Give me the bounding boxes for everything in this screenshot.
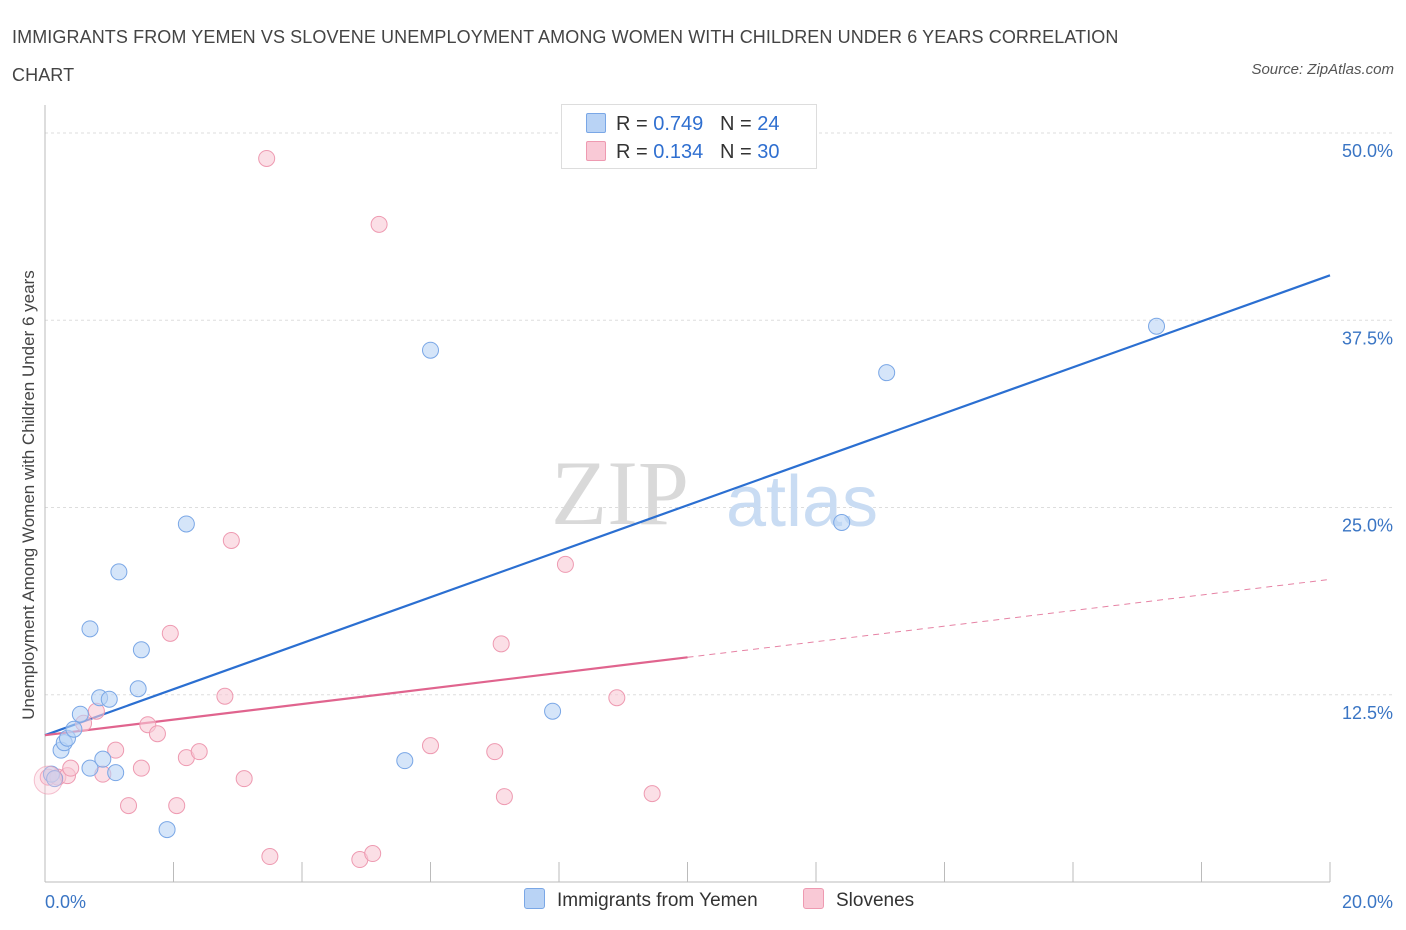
point-slovenes bbox=[107, 741, 125, 759]
point-slovenes bbox=[608, 689, 626, 707]
point-yemen bbox=[544, 702, 562, 720]
chart-title: IMMIGRANTS FROM YEMEN VS SLOVENE UNEMPLO… bbox=[12, 27, 1119, 85]
point-yemen bbox=[158, 821, 176, 839]
point-slovenes bbox=[235, 770, 253, 788]
point-slovenes bbox=[168, 797, 186, 815]
bottom-legend-swatch-blue bbox=[524, 888, 545, 909]
bottom-legend-label: Slovenes bbox=[836, 890, 915, 911]
point-slovenes bbox=[216, 687, 234, 705]
point-slovenes bbox=[132, 759, 150, 777]
point-yemen bbox=[177, 515, 195, 533]
point-yemen bbox=[81, 620, 99, 638]
point-yemen bbox=[833, 513, 851, 531]
legend-swatch-blue bbox=[586, 113, 606, 133]
point-yemen bbox=[107, 764, 125, 782]
point-slovenes bbox=[258, 149, 276, 167]
stats-legend: R = 0.749 N = 24 R = 0.134 N = 30 bbox=[561, 104, 817, 169]
point-slovenes bbox=[422, 737, 439, 755]
watermark-zip: ZIP bbox=[551, 442, 689, 544]
bottom-legend-label: Immigrants from Yemen bbox=[557, 890, 758, 911]
point-slovenes bbox=[222, 531, 240, 549]
legend-r-value: 0.749 bbox=[653, 113, 704, 135]
point-slovenes bbox=[62, 759, 80, 777]
point-yemen bbox=[81, 759, 99, 777]
point-slovenes bbox=[370, 215, 388, 233]
legend-n-value: 24 bbox=[757, 113, 780, 135]
point-slovenes bbox=[495, 788, 513, 806]
point-yemen bbox=[878, 364, 896, 382]
point-slovenes-cluster bbox=[33, 765, 63, 795]
legend-r-label: R = bbox=[616, 113, 648, 135]
legend-n-value: 30 bbox=[757, 141, 780, 163]
point-yemen bbox=[132, 641, 150, 659]
point-slovenes bbox=[556, 555, 574, 573]
legend-r-label: R = bbox=[616, 141, 648, 163]
y-tick-label: 37.5% bbox=[1342, 328, 1393, 348]
y-tick-label: 25.0% bbox=[1342, 516, 1393, 536]
x-tick-label: 20.0% bbox=[1342, 892, 1393, 912]
legend-swatch-pink bbox=[586, 141, 606, 161]
y-tick-label: 50.0% bbox=[1342, 141, 1393, 161]
point-yemen bbox=[94, 750, 112, 768]
bottom-legend-slovenes: Slovenes bbox=[803, 888, 914, 912]
point-yemen bbox=[110, 563, 128, 581]
point-slovenes bbox=[486, 743, 504, 761]
trend-line-yemen bbox=[44, 274, 1331, 737]
legend-n-label: N = bbox=[719, 113, 752, 135]
point-yemen bbox=[100, 690, 118, 708]
watermark-atlas: atlas bbox=[726, 462, 878, 542]
trend-lines bbox=[44, 274, 1331, 737]
legend-r-value: 0.134 bbox=[653, 141, 704, 163]
bottom-legend-yemen: Immigrants from Yemen bbox=[524, 888, 758, 912]
point-yemen bbox=[1148, 317, 1166, 335]
watermark: ZIP atlas bbox=[551, 442, 878, 544]
source-label: Source: ZipAtlas.com bbox=[1251, 61, 1394, 78]
legend-row-yemen: R = 0.749 N = 24 bbox=[586, 113, 779, 139]
grid-lines bbox=[45, 132, 1395, 696]
y-axis-label: Unemployment Among Women with Children U… bbox=[19, 270, 38, 719]
point-slovenes bbox=[120, 797, 138, 815]
bottom-legend-swatch-pink bbox=[803, 888, 824, 909]
point-slovenes bbox=[643, 785, 661, 803]
point-yemen bbox=[46, 770, 64, 788]
x-tick-label: 0.0% bbox=[45, 892, 86, 912]
point-slovenes bbox=[190, 743, 208, 761]
point-slovenes bbox=[261, 848, 279, 866]
y-tick-label: 12.5% bbox=[1342, 703, 1393, 723]
axes bbox=[44, 105, 1331, 883]
point-yemen bbox=[71, 705, 89, 723]
point-slovenes bbox=[161, 624, 179, 642]
data-points bbox=[33, 149, 1166, 869]
legend-row-slovenes: R = 0.134 N = 30 bbox=[586, 141, 779, 167]
point-yemen bbox=[129, 680, 147, 698]
point-slovenes bbox=[364, 845, 382, 863]
point-slovenes bbox=[148, 725, 166, 743]
point-yemen bbox=[396, 752, 414, 770]
tick-labels: 12.5% 25.0% 37.5% 50.0% 0.0% 20.0% bbox=[45, 141, 1393, 912]
point-slovenes bbox=[492, 635, 510, 653]
point-yemen bbox=[65, 720, 83, 738]
trend-line-slovenes-extension bbox=[687, 578, 1331, 658]
legend-n-label: N = bbox=[719, 141, 752, 163]
point-yemen bbox=[422, 341, 439, 359]
